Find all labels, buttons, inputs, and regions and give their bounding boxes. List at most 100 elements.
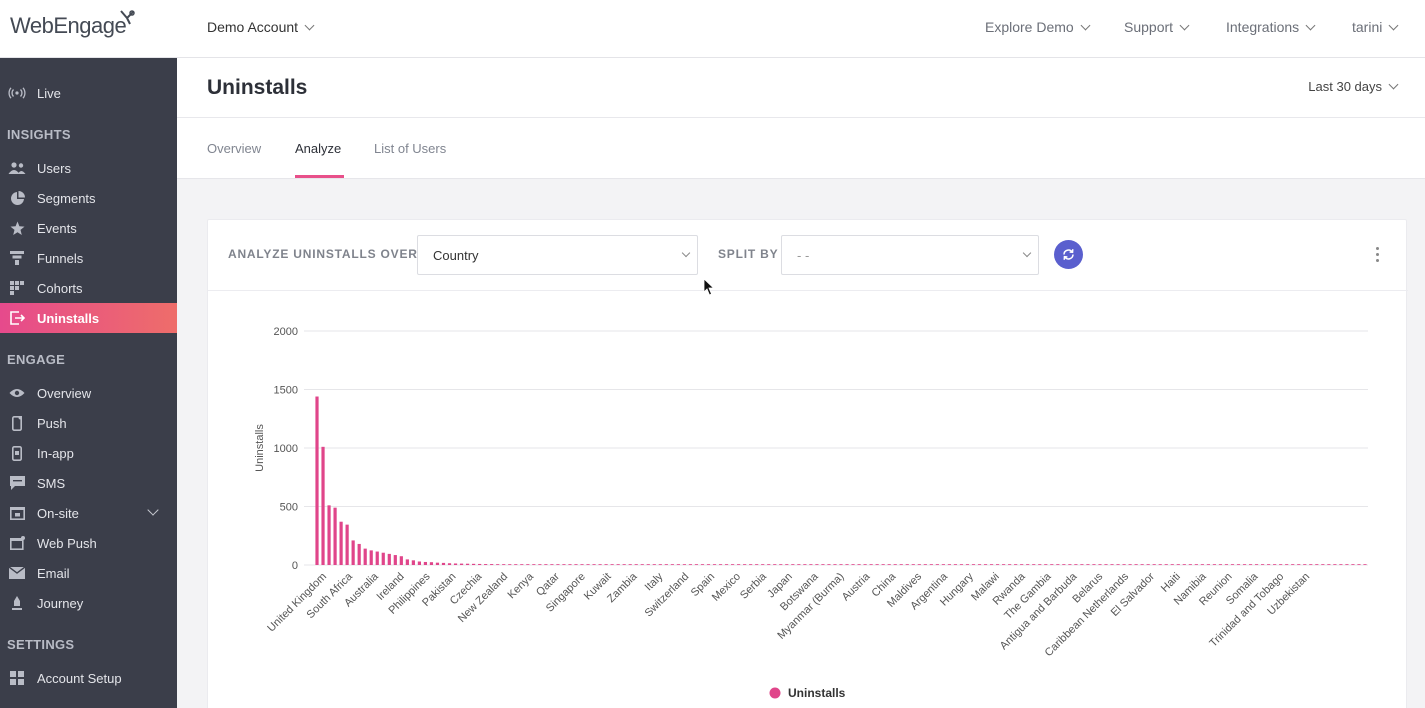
bar: [357, 543, 361, 565]
bar: [737, 564, 741, 565]
bar: [1032, 564, 1036, 565]
sidebar-item-label: Account Setup: [37, 670, 122, 686]
bar: [1086, 564, 1090, 565]
tab-overview[interactable]: Overview: [207, 141, 262, 156]
sidebar-item-segments[interactable]: Segments: [0, 183, 177, 213]
sidebar-item-label: SMS: [37, 475, 66, 491]
user-menu[interactable]: tarini: [1352, 19, 1399, 35]
page-header: Uninstalls Last 30 days: [177, 58, 1425, 118]
sidebar-item-label: Events: [37, 220, 77, 236]
sidebar-item-cohorts[interactable]: Cohorts: [0, 273, 177, 303]
nav-integrations[interactable]: Integrations: [1226, 19, 1316, 35]
bar: [321, 446, 325, 565]
sidebar-item-live[interactable]: Live: [0, 78, 177, 108]
bar: [730, 564, 735, 565]
refresh-button[interactable]: [1054, 240, 1083, 269]
y-axis-title: Uninstalls: [254, 424, 266, 472]
bar: [959, 564, 964, 565]
expand-chevron-icon[interactable]: [147, 504, 159, 516]
sidebar-item-users[interactable]: Users: [0, 153, 177, 183]
bar: [947, 564, 952, 565]
nav-support[interactable]: Support: [1124, 19, 1190, 35]
split-by-select[interactable]: - -: [781, 235, 1039, 275]
bar: [749, 564, 753, 565]
sidebar-item-events[interactable]: Events: [0, 213, 177, 243]
bar: [1038, 564, 1042, 565]
bar: [502, 564, 506, 565]
sidebar-item-overview[interactable]: Overview: [0, 378, 177, 408]
bar: [1044, 564, 1048, 565]
y-tick-label: 1000: [274, 443, 298, 455]
bar: [472, 563, 476, 565]
bar: [592, 564, 596, 565]
bar: [779, 564, 783, 565]
tab-list-of-users[interactable]: List of Users: [374, 141, 447, 156]
bar: [538, 564, 542, 565]
bar: [1020, 564, 1024, 565]
bar: [1321, 564, 1325, 565]
bar: [712, 564, 717, 565]
bar: [1128, 564, 1132, 565]
sidebar-item-in-app[interactable]: In-app: [0, 438, 177, 468]
bar: [514, 564, 518, 565]
bar: [1291, 564, 1295, 565]
sidebar-item-push[interactable]: Push: [0, 408, 177, 438]
bar: [1297, 564, 1301, 565]
nav-explore-demo[interactable]: Explore Demo: [985, 19, 1091, 35]
bar: [423, 561, 428, 565]
sidebar-item-web-push[interactable]: Web Push: [0, 528, 177, 558]
users-icon: [8, 159, 26, 177]
nav-label: Integrations: [1226, 19, 1300, 35]
date-range-picker[interactable]: Last 30 days: [1308, 79, 1399, 94]
sidebar-item-sms[interactable]: SMS: [0, 468, 177, 498]
user-name: tarini: [1352, 19, 1383, 35]
bar: [399, 556, 403, 565]
bar: [1050, 564, 1054, 565]
bar: [923, 564, 927, 565]
bar: [550, 564, 554, 565]
x-tick-label: Kenya: [506, 570, 537, 601]
bar: [1062, 564, 1066, 565]
bar: [562, 564, 566, 565]
star-icon: [8, 219, 26, 237]
account-switcher[interactable]: Demo Account: [207, 19, 315, 35]
bar: [971, 564, 976, 565]
bar: [809, 564, 813, 565]
bar: [899, 564, 903, 565]
bar: [658, 564, 662, 565]
split-by-value: - -: [797, 248, 810, 263]
bar: [1026, 564, 1030, 565]
bar: [369, 550, 373, 565]
webengage-logo[interactable]: WebEngage: [10, 10, 135, 39]
sidebar-item-funnels[interactable]: Funnels: [0, 243, 177, 273]
bar: [1333, 564, 1337, 565]
bar: [1188, 564, 1192, 565]
bar: [694, 564, 699, 565]
insights-heading: INSIGHTS: [7, 127, 71, 142]
bar: [893, 564, 897, 565]
legend-marker: [769, 687, 781, 699]
sidebar-item-account-setup[interactable]: Account Setup: [0, 663, 177, 693]
bar: [1104, 564, 1108, 565]
bar: [1134, 564, 1138, 565]
bar: [345, 524, 349, 565]
tab-analyze[interactable]: Analyze: [295, 141, 342, 156]
bar: [1303, 564, 1307, 565]
sidebar-item-journey[interactable]: Journey: [0, 588, 177, 618]
sidebar: Live INSIGHTS Users Segments Events Funn…: [0, 58, 177, 708]
chevron-down-icon: [1179, 20, 1190, 31]
bar: [363, 548, 367, 565]
bar: [917, 564, 921, 565]
bar: [622, 564, 626, 565]
bar: [761, 564, 765, 565]
sidebar-item-label: Overview: [37, 385, 92, 401]
sidebar-item-uninstalls[interactable]: Uninstalls: [0, 303, 177, 333]
engage-heading: ENGAGE: [7, 352, 66, 367]
pie-chart-icon: [8, 189, 26, 207]
bar: [863, 564, 867, 565]
sidebar-item-email[interactable]: Email: [0, 558, 177, 588]
sidebar-item-on-site[interactable]: On-site: [0, 498, 177, 528]
more-options-icon[interactable]: [1376, 247, 1380, 265]
analyze-over-select[interactable]: Country: [417, 235, 698, 275]
bar: [447, 563, 452, 565]
